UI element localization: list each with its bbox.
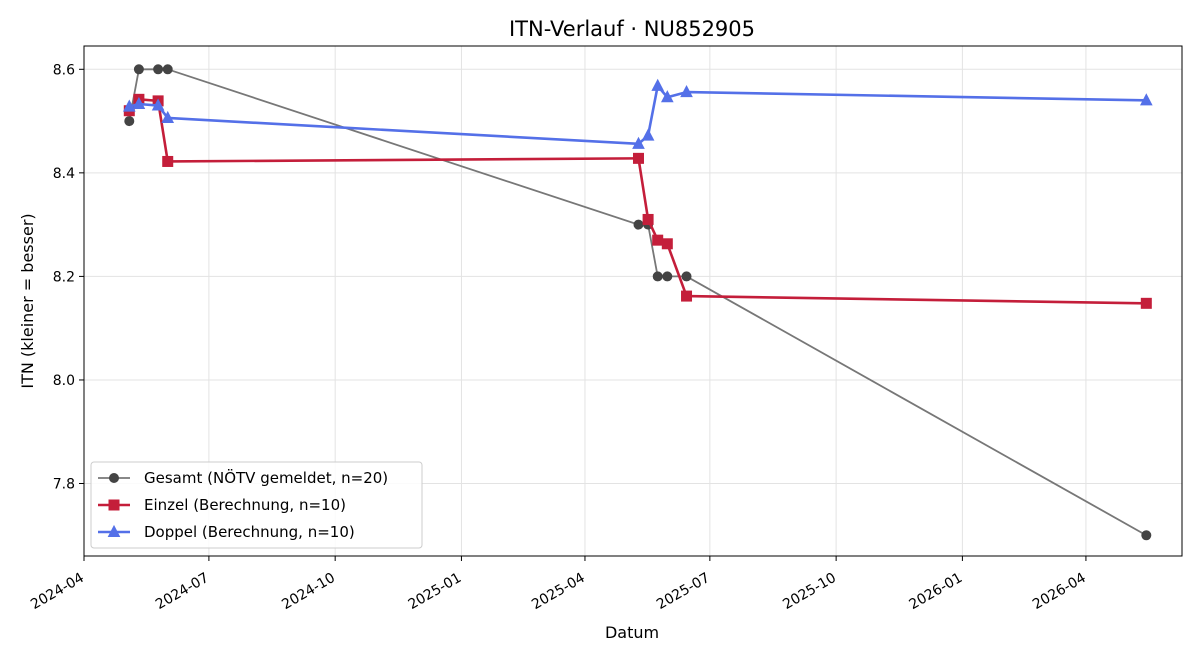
series-2-point [1139,93,1153,106]
series-1-line [127,98,1148,305]
series-1-point [632,152,644,164]
legend-swatch-marker [108,499,120,511]
legend-swatch-marker [107,524,121,537]
legend-entry-label: Gesamt (NÖTV gemeldet, n=20) [144,468,388,487]
legend-swatch-marker [109,473,119,483]
series-2-point [660,90,674,103]
series-0-point [662,271,673,282]
series-0-point [124,116,135,127]
x-axis-label: Datum [605,623,659,642]
y-axis-label: ITN (kleiner = besser) [18,213,37,388]
legend-entry-label: Doppel (Berechnung, n=10) [144,523,355,541]
series-2-point [651,78,665,91]
grid-lines [83,46,1182,556]
plot-frame [83,45,1183,557]
series-2 [122,78,1153,149]
series-2-point [632,136,645,149]
series-layer [122,64,1153,541]
legend: Gesamt (NÖTV gemeldet, n=20) Einzel (Bere… [90,461,423,549]
series-0-point [153,64,164,75]
chart-title: ITN-Verlauf · NU852905 [509,17,755,41]
series-1-point [681,290,693,302]
y-tick-label: 8.4 [53,166,75,182]
series-2-point [680,85,693,98]
series-1-point [162,155,174,167]
series-1-point [652,234,664,246]
series-0-point [652,271,663,282]
series-0-point [1141,530,1152,541]
y-axis-ticks: 7.8 8.0 8.2 8.4 8.6 [53,62,84,493]
y-tick-label: 8.6 [53,62,75,78]
series-0-point [133,64,144,75]
y-tick-label: 7.8 [53,477,75,493]
series-0-point [633,219,644,230]
series-2-point [151,98,165,111]
series-1-point [642,213,654,225]
legend-box [90,461,423,549]
series-0-point [681,271,692,282]
series-1-point [661,238,673,250]
series-1-point [1140,297,1152,309]
legend-entry-label: Einzel (Berechnung, n=10) [144,496,346,514]
y-tick-label: 8.2 [53,269,75,285]
series-2-point [641,128,655,141]
series-0-point [162,64,173,75]
y-tick-label: 8.0 [53,373,75,389]
series-2-point [161,110,175,123]
series-2-point [122,99,136,112]
series-2-point [132,96,146,109]
